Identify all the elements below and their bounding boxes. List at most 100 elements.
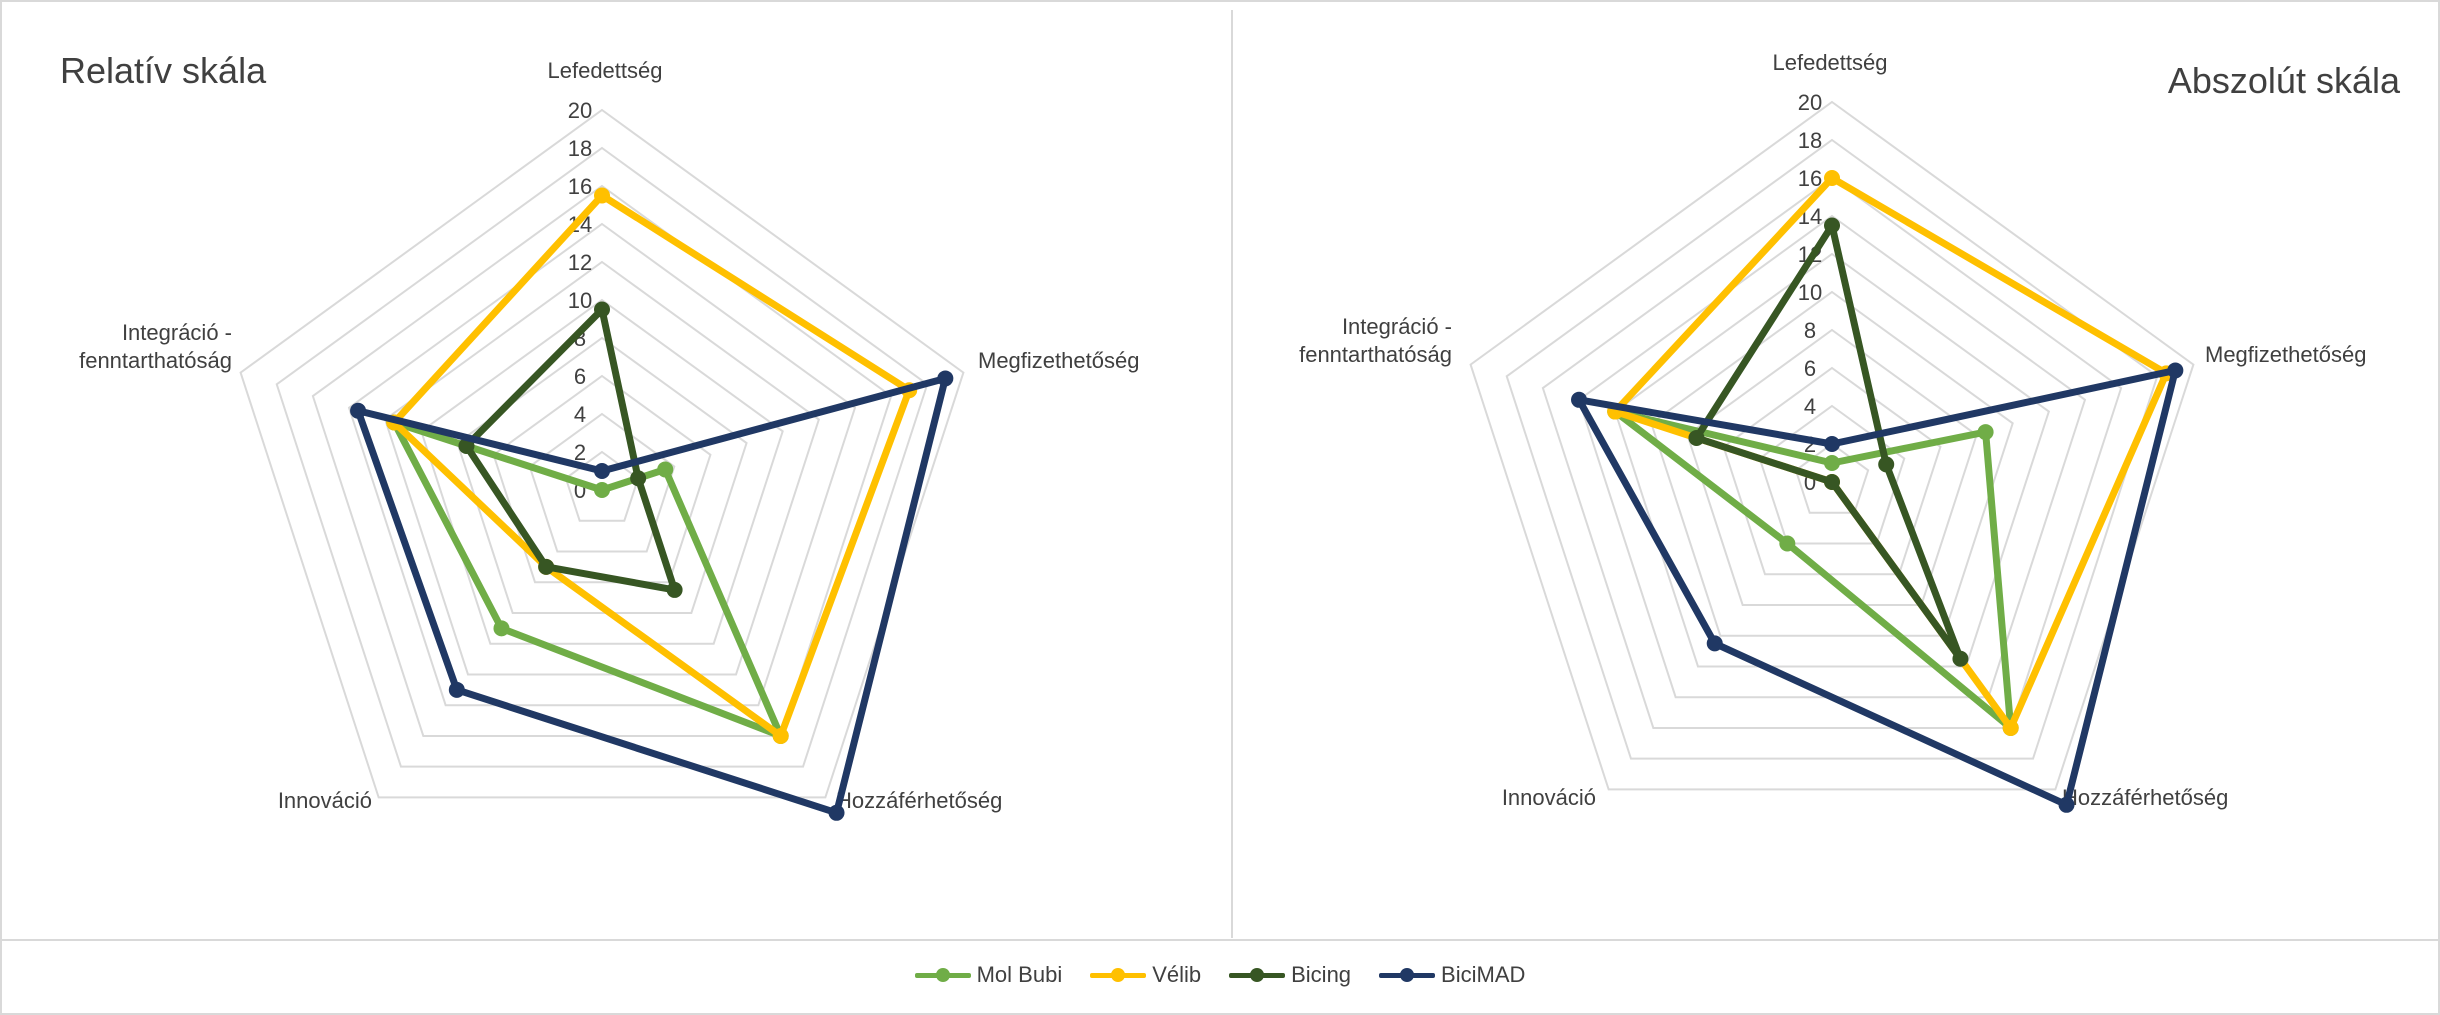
axis-label-megfizethetoseg: Megfizethetőség bbox=[978, 348, 1139, 373]
axis-label-innovacio: Innováció bbox=[278, 788, 372, 813]
radar-tick-label: 10 bbox=[1798, 280, 1822, 305]
data-point-mol-bubi-innovacio bbox=[493, 620, 510, 637]
data-point-mol-bubi-megfizethetoseg bbox=[657, 461, 674, 478]
axis-label-lefedettseg: Lefedettség bbox=[1773, 50, 1888, 75]
radar-tick-label: 10 bbox=[568, 288, 592, 313]
series-bicing bbox=[1688, 217, 1969, 667]
radar-tick-label: 4 bbox=[1804, 394, 1816, 419]
radar-axis-labels: Lefedettség Megfizethetőség Hozzáférhetősé… bbox=[1299, 50, 2366, 810]
chart-title-absolute: Abszolút skála bbox=[2167, 60, 2400, 101]
legend-item-bicing: Bicing bbox=[1229, 962, 1351, 988]
series-bicing bbox=[458, 301, 683, 598]
radar-tick-label: 8 bbox=[1804, 318, 1816, 343]
legend-swatch bbox=[1229, 968, 1286, 982]
radar-grid-ring bbox=[1794, 442, 1870, 514]
legend-label: Vélib bbox=[1152, 962, 1202, 987]
axis-label-lefedettseg: Lefedettség bbox=[548, 58, 663, 83]
data-point-bicing-hozzaferhetoseg bbox=[666, 581, 683, 598]
data-point-bicing-hozzaferhetoseg bbox=[1952, 650, 1969, 667]
radar-tick-label: 6 bbox=[574, 364, 586, 389]
series-line-mol-bubi bbox=[390, 418, 785, 740]
axis-label-integracio-fenntarthatosag: Integráció -fenntarthatóság bbox=[79, 320, 232, 373]
radar-grid-ring bbox=[347, 222, 857, 707]
axis-label-integracio-fenntarthatosag: Integráció -fenntarthatóság bbox=[1299, 314, 1452, 367]
legend-label: BiciMAD bbox=[1441, 962, 1526, 987]
axis-label-megfizethetoseg: Megfizethetőség bbox=[2205, 342, 2366, 367]
legend-label: Mol Bubi bbox=[976, 962, 1063, 987]
legend-item-mol-bubi: Mol Bubi bbox=[914, 962, 1063, 988]
series-line-bicing bbox=[462, 306, 679, 594]
data-point-mol-bubi-lefedettseg bbox=[594, 482, 610, 498]
radar-tick-label: 16 bbox=[568, 174, 592, 199]
data-point-bicing-innovacio bbox=[538, 558, 555, 575]
legend: Mol Bubi Vélib Bicing BiciMAD bbox=[0, 940, 2440, 1010]
radar-grid-ring bbox=[1469, 100, 2195, 791]
data-point-bicimad-hozzaferhetoseg bbox=[2058, 796, 2075, 813]
radar-grid-ring bbox=[239, 108, 965, 799]
legend-item-velib: Vélib bbox=[1090, 962, 1201, 988]
data-point-bicimad-hozzaferhetoseg bbox=[828, 804, 845, 821]
radar-tick-label: 16 bbox=[1798, 166, 1822, 191]
radar-tick-label: 6 bbox=[1804, 356, 1816, 381]
series-line-bicimad bbox=[354, 374, 949, 817]
data-point-mol-bubi-megfizethetoseg bbox=[1977, 424, 1994, 441]
radar-tick-label: 20 bbox=[1798, 90, 1822, 115]
data-point-bicimad-lefedettseg bbox=[1824, 436, 1840, 452]
radar-tick-label: 18 bbox=[568, 136, 592, 161]
chart-title-relative: Relatív skála bbox=[60, 50, 267, 91]
radar-tick-label: 4 bbox=[574, 402, 586, 427]
data-point-velib-hozzaferhetoseg bbox=[2002, 719, 2019, 736]
axis-label-innovacio: Innováció bbox=[1502, 785, 1596, 810]
series-bicimad bbox=[350, 370, 954, 821]
radar-grid-ring bbox=[1541, 176, 2123, 729]
radar-grid-ring bbox=[456, 336, 748, 614]
axis-label-hozzaferhetoseg: Hozzáférhetőség bbox=[2062, 785, 2228, 810]
legend-swatch bbox=[1379, 968, 1436, 982]
series-line-bicimad bbox=[1575, 366, 2179, 809]
data-point-mol-bubi-lefedettseg bbox=[1824, 455, 1840, 471]
radar-tick-label: 12 bbox=[568, 250, 592, 275]
radar-axis-labels: Lefedettség Megfizethetőség Hozzáférhetősé… bbox=[79, 58, 1139, 813]
data-point-velib-lefedettseg bbox=[594, 187, 610, 204]
series-line-velib bbox=[390, 192, 913, 740]
data-point-bicimad-lefedettseg bbox=[594, 463, 610, 479]
series-bicimad bbox=[1571, 362, 2184, 813]
data-point-velib-hozzaferhetoseg bbox=[772, 727, 789, 744]
data-point-bicimad-integracio-fenntarthatosag bbox=[1571, 391, 1588, 408]
data-point-bicing-lefedettseg bbox=[594, 301, 610, 318]
radar-grid bbox=[239, 108, 965, 799]
data-point-bicing-megfizethetoseg bbox=[630, 470, 647, 487]
data-point-bicimad-megfizethetoseg bbox=[937, 370, 954, 387]
radar-tick-label: 20 bbox=[568, 98, 592, 123]
radar-chart-relative: 02468101214161820LefedettségMegfizethető… bbox=[79, 58, 1139, 821]
radar-tick-label: 2 bbox=[574, 440, 586, 465]
radar-grid-ring bbox=[420, 298, 784, 645]
legend-item-bicimad: BiciMAD bbox=[1379, 962, 1525, 988]
radar-grid-ring bbox=[275, 146, 929, 768]
radar-grid-ring bbox=[1613, 252, 2051, 668]
radar-chart-absolute: 02468101214161820LefedettségMegfizethető… bbox=[1299, 50, 2366, 813]
legend-label: Bicing bbox=[1291, 962, 1352, 987]
data-point-bicimad-innovacio bbox=[1706, 635, 1723, 652]
data-point-bicimad-innovacio bbox=[448, 681, 465, 698]
data-point-bicing-megfizethetoseg bbox=[1878, 456, 1895, 473]
data-point-bicimad-integracio-fenntarthatosag bbox=[350, 402, 367, 419]
data-point-bicing-lefedettseg bbox=[1824, 217, 1840, 234]
data-point-bicing-integracio-fenntarthatosag bbox=[1688, 429, 1705, 446]
data-point-bicimad-megfizethetoseg bbox=[2167, 362, 2184, 379]
data-point-velib-lefedettseg bbox=[1824, 170, 1840, 186]
radar-grid-ring bbox=[1722, 366, 1942, 576]
data-point-bicing-innovacio bbox=[1824, 474, 1840, 490]
series-line-bicing bbox=[1692, 222, 1964, 663]
axis-label-hozzaferhetoseg: Hozzáférhetőség bbox=[836, 788, 1002, 813]
radar-grid-ring bbox=[492, 374, 712, 584]
legend-swatch bbox=[1090, 968, 1147, 982]
radar-tick-label: 18 bbox=[1798, 128, 1822, 153]
radar-grid-ring bbox=[1650, 290, 2014, 637]
data-point-mol-bubi-innovacio bbox=[1779, 535, 1796, 552]
legend-swatch bbox=[914, 968, 971, 982]
